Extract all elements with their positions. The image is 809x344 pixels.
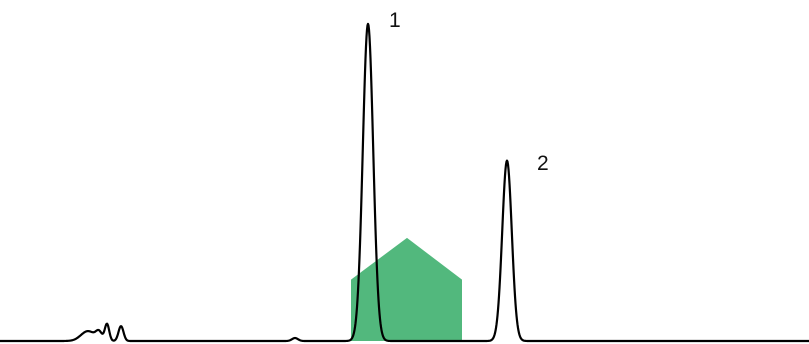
- peak-label-1: 1: [389, 9, 401, 32]
- fraction-collection-region: [351, 237, 462, 341]
- trace-layer: [0, 22, 809, 343]
- peak-labels-layer: 1 2: [389, 9, 549, 175]
- peak-label-2: 2: [537, 152, 549, 175]
- fraction-region-layer: [351, 237, 462, 341]
- chromatogram-trace: [0, 22, 809, 343]
